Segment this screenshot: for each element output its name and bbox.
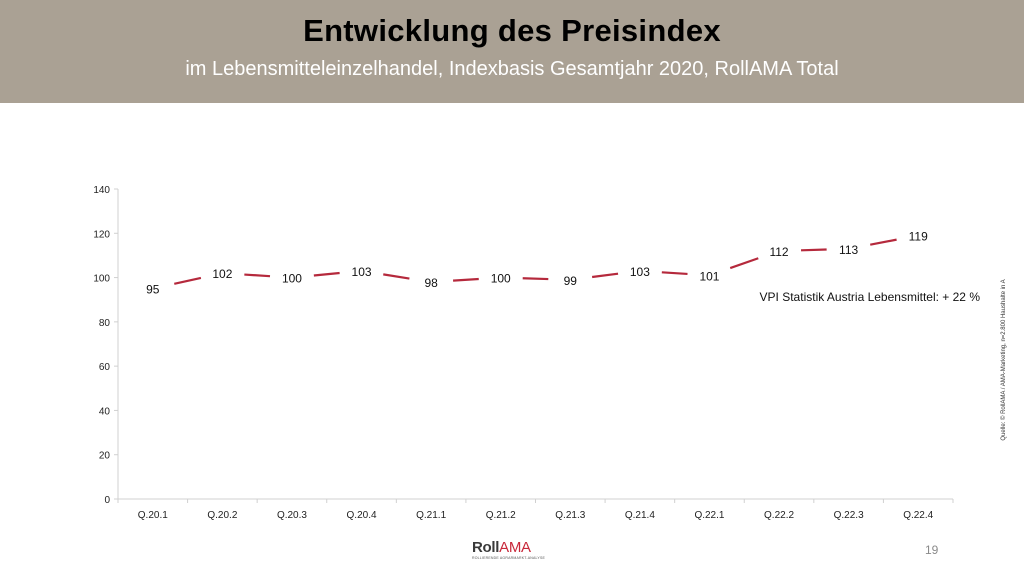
logo-wordmark: RollAMA <box>472 540 552 555</box>
vpi-annotation: VPI Statistik Austria Lebensmittel: + 22… <box>760 290 981 304</box>
data-label: 103 <box>630 265 650 279</box>
source-note: Quelle: © RollAMA / AMA-Marketing, n=2.8… <box>1001 279 1007 441</box>
slide-subtitle: im Lebensmitteleinzelhandel, Indexbasis … <box>185 58 839 80</box>
series-line-segment <box>729 257 759 270</box>
x-tick-label: Q.20.3 <box>277 510 307 521</box>
x-tick-label: Q.22.3 <box>834 510 864 521</box>
series-line-segment <box>661 271 688 276</box>
slide-header: Entwicklung des Preisindex im Lebensmitt… <box>0 0 1024 103</box>
x-tick-label: Q.21.1 <box>416 510 446 521</box>
data-label: 99 <box>564 274 578 288</box>
data-label: 112 <box>769 245 788 259</box>
x-tick-label: Q.22.4 <box>903 510 933 521</box>
data-label: 102 <box>212 267 232 281</box>
data-label: 100 <box>282 272 302 286</box>
y-tick-label: 40 <box>99 406 111 417</box>
x-tick-label: Q.20.4 <box>347 510 377 521</box>
series-line-segment <box>244 273 271 278</box>
series-line-segment <box>591 272 619 279</box>
x-tick-label: Q.21.4 <box>625 510 655 521</box>
x-tick-label: Q.22.1 <box>694 510 724 521</box>
y-tick-label: 60 <box>99 362 111 373</box>
data-label: 98 <box>424 276 438 290</box>
series-line-segment <box>174 276 202 285</box>
data-label: 100 <box>491 272 511 286</box>
x-tick-label: Q.22.2 <box>764 510 794 521</box>
x-tick-label: Q.20.1 <box>138 510 168 521</box>
series-line-segment <box>383 273 410 280</box>
page-number: 19 <box>925 543 939 557</box>
x-tick-label: Q.21.2 <box>486 510 516 521</box>
series-line-segment <box>313 271 340 277</box>
slide-title: Entwicklung des Preisindex <box>303 13 721 48</box>
y-tick-label: 140 <box>93 185 110 196</box>
data-label: 103 <box>352 265 372 279</box>
data-label: 95 <box>146 283 160 297</box>
logo-roll-text: Roll <box>472 539 500 556</box>
data-label: 119 <box>909 230 928 244</box>
y-tick-label: 120 <box>93 229 110 240</box>
series-line-segment <box>870 238 897 246</box>
series-line-segment <box>800 248 827 252</box>
series-line-segment <box>522 277 549 281</box>
y-tick-label: 100 <box>93 274 110 285</box>
y-tick-label: 0 <box>104 495 110 506</box>
data-label: 101 <box>699 269 719 283</box>
y-tick-label: 80 <box>99 318 111 329</box>
x-tick-label: Q.20.2 <box>207 510 237 521</box>
rollama-logo: RollAMA ROLLIERENDE AGRARMARKT-ANALYSE <box>472 540 552 564</box>
logo-tagline: ROLLIERENDE AGRARMARKT-ANALYSE <box>472 556 546 560</box>
x-tick-label: Q.21.3 <box>555 510 585 521</box>
data-label: 113 <box>839 243 858 257</box>
series-line-segment <box>453 277 479 282</box>
y-tick-label: 20 <box>99 451 111 462</box>
logo-ama-text: AMA <box>499 539 531 556</box>
